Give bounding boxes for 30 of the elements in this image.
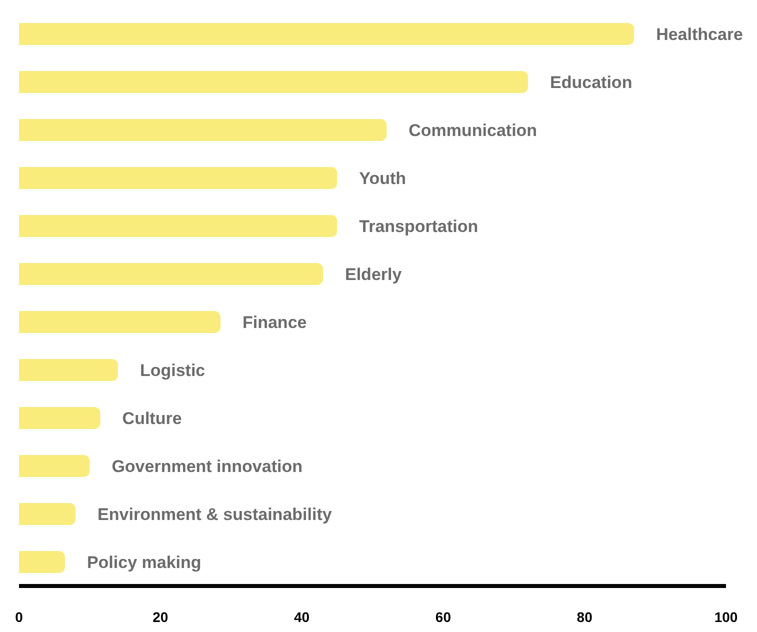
y-tick-label: Culture	[122, 408, 182, 428]
bar	[19, 311, 220, 333]
bar	[19, 407, 100, 429]
bar	[19, 167, 338, 189]
bar	[19, 215, 338, 237]
y-tick-label: Healthcare	[656, 24, 744, 44]
x-tick-label: 100	[714, 608, 738, 625]
y-tick-label: Policy making	[86, 552, 202, 572]
y-tick-label: Government innovation	[112, 456, 302, 476]
y-tick-label: Logistic	[140, 360, 206, 380]
bar	[19, 455, 90, 477]
x-tick-label: 20	[152, 608, 168, 625]
x-tick-label: 80	[576, 608, 593, 625]
bar	[19, 551, 65, 573]
y-tick-label: Elderly	[345, 264, 402, 284]
bar	[19, 71, 528, 93]
y-tick-label: Communication	[408, 120, 538, 140]
y-tick-label: Environment & sustainability	[98, 504, 332, 524]
bar	[19, 359, 118, 381]
bar	[19, 119, 387, 141]
bar	[19, 23, 634, 45]
bar	[19, 263, 324, 285]
y-tick-label: Education	[550, 72, 632, 92]
y-tick-label: Finance	[242, 312, 307, 332]
y-tick-label: Transportation	[359, 216, 478, 236]
x-tick-label: 0	[15, 608, 24, 625]
x-tick-label: 40	[294, 608, 310, 625]
x-tick-label: 60	[435, 608, 452, 625]
y-tick-label: Youth	[359, 168, 406, 188]
bar	[19, 503, 76, 525]
